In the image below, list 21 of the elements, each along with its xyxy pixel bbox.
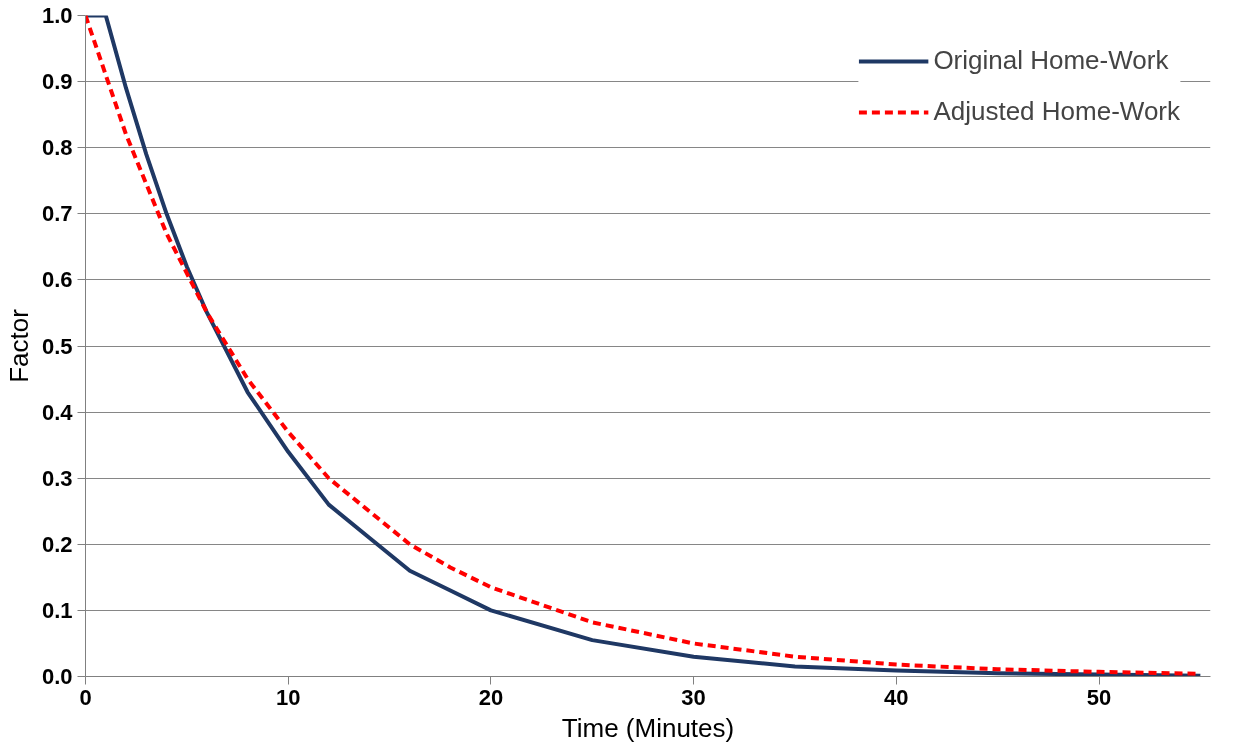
legend-label: Adjusted Home-Work	[933, 96, 1180, 127]
y-tick-label: 0.9	[41, 69, 73, 95]
y-tick-label: 0.5	[41, 333, 73, 359]
y-tick-label: 1.0	[41, 3, 73, 28]
y-tick-label: 0.2	[41, 531, 73, 557]
x-tick-label: 10	[275, 684, 301, 710]
y-tick-label: 0.3	[41, 465, 73, 491]
y-tick-label: 0.8	[41, 135, 73, 161]
x-axis-title: Time (Minutes)	[561, 712, 735, 743]
y-tick-label: 0.4	[41, 399, 74, 425]
y-tick-label: 0.6	[41, 267, 73, 293]
x-tick-label: 20	[478, 684, 504, 710]
y-tick-label: 0.1	[41, 597, 73, 623]
x-tick-label: 40	[884, 684, 909, 710]
x-tick-label: 30	[681, 684, 706, 710]
legend-label: Original Home-Work	[933, 45, 1169, 76]
y-axis-title: Factor	[3, 308, 34, 383]
y-tick-label: 0.7	[41, 201, 73, 227]
x-tick-label: 50	[1086, 684, 1112, 710]
x-tick-label: 0	[79, 684, 92, 710]
y-tick-label: 0.0	[41, 664, 73, 689]
